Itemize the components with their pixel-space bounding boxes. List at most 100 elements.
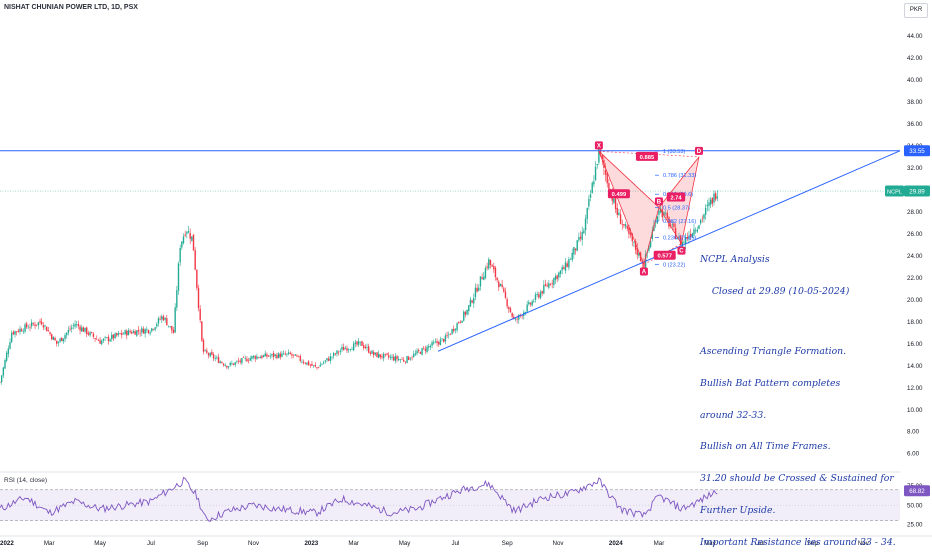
candle — [22, 328, 25, 335]
candle-body — [614, 197, 617, 210]
candle — [406, 355, 408, 364]
candle-body — [628, 226, 630, 234]
candle — [403, 357, 405, 363]
candle-body — [226, 365, 228, 368]
price-tick-label: 14.00 — [907, 363, 923, 370]
candle-body — [96, 338, 98, 340]
candle — [589, 189, 592, 202]
candle-body — [30, 322, 33, 327]
candle — [421, 347, 423, 356]
candle-body — [164, 318, 166, 320]
candle — [207, 352, 210, 359]
candle — [136, 330, 138, 337]
candle-body — [418, 349, 420, 352]
candle-body — [501, 284, 503, 287]
candle — [444, 333, 447, 345]
candle-body — [202, 340, 205, 352]
candle-body — [142, 328, 145, 334]
candle — [192, 234, 195, 251]
candle-body — [564, 262, 567, 271]
candle-body — [107, 336, 110, 341]
candle — [334, 352, 337, 356]
candle-body — [229, 362, 231, 366]
candle — [439, 336, 442, 346]
candle-body — [331, 356, 333, 358]
candle-body — [302, 361, 305, 363]
candle — [474, 283, 477, 301]
candle — [703, 213, 705, 223]
candle-body — [177, 263, 180, 291]
candle-body — [664, 213, 667, 215]
candle-body — [231, 363, 233, 365]
chart-title: NISHAT CHUNIAN POWER LTD, 1D, PSX — [4, 4, 138, 11]
candle — [401, 357, 403, 360]
candle-body — [204, 350, 206, 351]
candle — [226, 365, 228, 370]
last-price-badge — [904, 185, 930, 197]
candle — [583, 227, 585, 234]
candle-body — [574, 248, 577, 251]
candle — [394, 353, 397, 364]
candle — [212, 352, 215, 362]
candle — [419, 351, 422, 355]
candle-body — [506, 299, 508, 307]
candle — [456, 322, 458, 333]
candle-body — [77, 324, 80, 327]
candle — [664, 209, 667, 216]
candle — [167, 325, 170, 328]
candle — [251, 355, 253, 362]
candle — [296, 353, 298, 358]
candle — [191, 236, 193, 242]
candle — [109, 338, 111, 342]
candle — [461, 320, 463, 323]
candle — [286, 353, 288, 358]
candle-body — [5, 352, 8, 361]
candle — [7, 345, 10, 358]
candle — [526, 301, 528, 313]
candle-body — [424, 348, 427, 351]
candle — [469, 296, 472, 308]
candle — [629, 228, 632, 239]
candle-body — [543, 284, 545, 294]
candle-body — [10, 333, 13, 342]
candle-body — [689, 233, 692, 237]
ratio-badge — [635, 151, 658, 161]
fib-level-label: 0.236 (25.65) — [663, 236, 696, 242]
pattern-point-label: X — [597, 143, 601, 149]
candle-body — [352, 343, 355, 351]
candle-body — [539, 292, 542, 299]
candle — [271, 353, 273, 358]
candle-body — [306, 362, 308, 365]
candle — [246, 356, 248, 362]
candle-body — [711, 197, 714, 204]
candle-body — [9, 342, 11, 349]
currency-badge[interactable]: PKR — [904, 3, 928, 18]
candle — [71, 324, 73, 333]
candle — [0, 381, 1, 383]
candle — [241, 357, 243, 366]
candle — [493, 262, 495, 273]
candle-body — [129, 331, 131, 333]
candle-body — [668, 217, 670, 227]
candle — [382, 352, 385, 362]
candle — [626, 224, 628, 232]
candle-body — [658, 210, 660, 216]
candle-body — [531, 301, 533, 306]
candle — [458, 321, 460, 325]
candle-body — [583, 230, 585, 234]
candle-body — [551, 283, 553, 284]
candle-body — [671, 224, 673, 225]
candle-body — [511, 312, 513, 317]
candle-body — [74, 324, 76, 327]
candle — [66, 332, 68, 339]
candle — [593, 175, 595, 188]
candle — [508, 305, 510, 314]
candle — [451, 328, 453, 336]
candle — [182, 233, 185, 245]
candle-body — [271, 354, 273, 356]
candle — [44, 324, 46, 330]
candle-body — [269, 355, 271, 357]
candle — [169, 325, 171, 329]
candle — [656, 215, 658, 225]
